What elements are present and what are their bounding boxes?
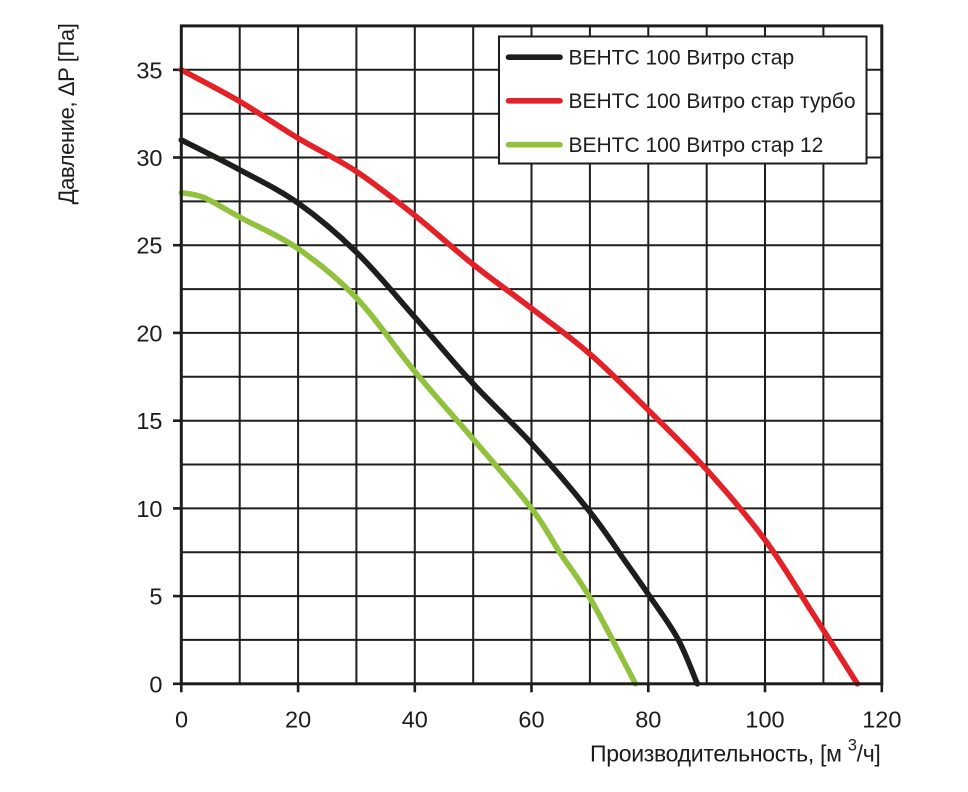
svg-text:40: 40 [402, 707, 428, 733]
svg-text:5: 5 [149, 584, 162, 610]
svg-text:120: 120 [862, 707, 901, 733]
svg-text:25: 25 [136, 233, 162, 259]
svg-text:0: 0 [149, 671, 162, 697]
svg-text:60: 60 [518, 707, 544, 733]
svg-text:Производительность, [м 3/ч]: Производительность, [м 3/ч] [590, 737, 880, 767]
svg-text:20: 20 [285, 707, 311, 733]
svg-text:30: 30 [136, 145, 162, 171]
svg-text:ВЕНТС 100 Витро стар: ВЕНТС 100 Витро стар [569, 47, 795, 70]
svg-text:Давление, ΔP [Па]: Давление, ΔP [Па] [54, 24, 79, 205]
svg-text:80: 80 [635, 707, 661, 733]
svg-text:ВЕНТС 100 Витро стар турбо: ВЕНТС 100 Витро стар турбо [569, 90, 856, 113]
svg-text:10: 10 [136, 496, 162, 522]
svg-text:20: 20 [136, 320, 162, 346]
svg-text:15: 15 [136, 408, 162, 434]
svg-text:35: 35 [136, 57, 162, 83]
svg-text:ВЕНТС 100 Витро стар 12: ВЕНТС 100 Витро стар 12 [569, 134, 824, 157]
svg-text:100: 100 [745, 707, 784, 733]
svg-text:0: 0 [175, 707, 188, 733]
